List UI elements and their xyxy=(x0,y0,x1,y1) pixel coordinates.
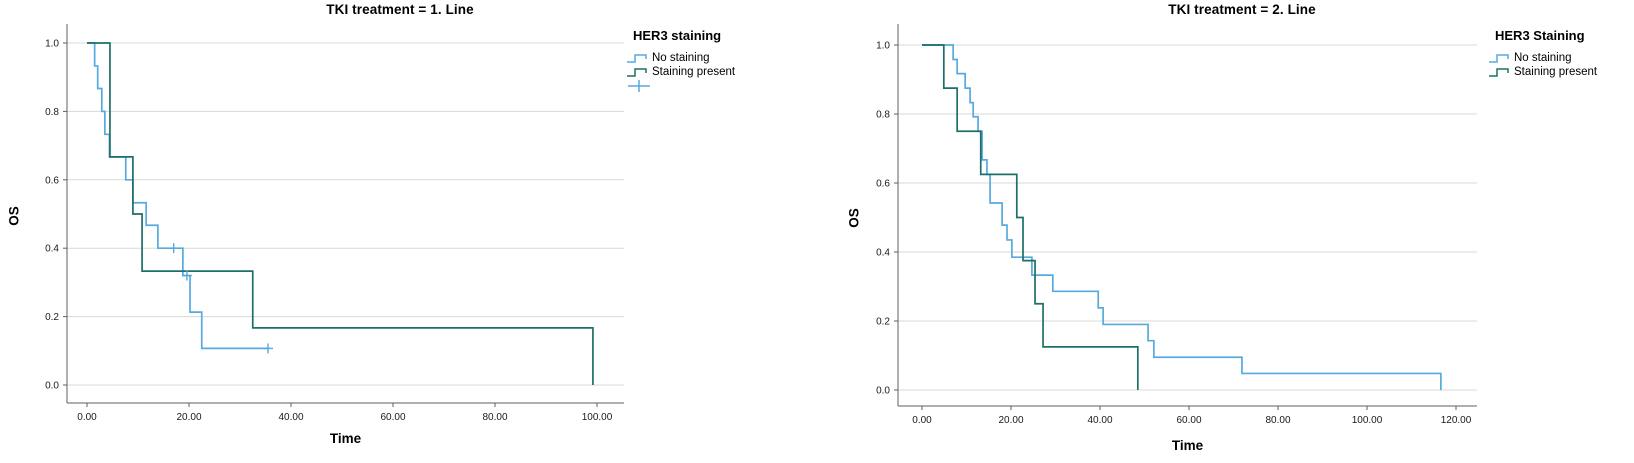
svg-text:120.00: 120.00 xyxy=(1441,415,1472,426)
svg-text:80.00: 80.00 xyxy=(482,412,507,423)
legend-items: No staining Staining present xyxy=(626,51,796,93)
x-axis-label: Time xyxy=(329,431,362,446)
x-axis-label: Time xyxy=(1171,438,1204,453)
legend: HER3 Staining No staining Staining presen… xyxy=(1488,28,1634,79)
legend-entry-no-staining: No staining xyxy=(626,51,796,65)
svg-text:0.2: 0.2 xyxy=(876,317,890,328)
legend: HER3 staining No staining Staining presen… xyxy=(626,28,796,93)
svg-text:1.0: 1.0 xyxy=(45,39,59,50)
legend-entry-staining-present: Staining present xyxy=(626,65,796,79)
legend-title: HER3 Staining xyxy=(1495,28,1585,43)
step-line-icon xyxy=(627,54,647,63)
svg-text:0.2: 0.2 xyxy=(45,312,59,323)
svg-text:20.00: 20.00 xyxy=(176,412,201,423)
svg-text:0.6: 0.6 xyxy=(45,175,59,186)
y-axis-label: OS xyxy=(846,208,862,228)
svg-text:80.00: 80.00 xyxy=(1265,415,1290,426)
svg-text:40.00: 40.00 xyxy=(1087,415,1112,426)
km-figure-second-line: 0.0 0.2 0.4 0.6 0.8 1.0 0.00 20.00 40.00 60.00 80.… xyxy=(846,0,1634,463)
legend-entry-label: No staining xyxy=(1514,52,1572,64)
step-line-icon xyxy=(627,68,647,77)
km-plot-second-line: 0.0 0.2 0.4 0.6 0.8 1.0 0.00 20.00 40.00 60.00 80.… xyxy=(876,24,1477,426)
chart-title: TKI treatment = 1. Line xyxy=(326,2,474,17)
legend-entry-label: No staining xyxy=(652,52,710,64)
legend-entry-label: Staining present xyxy=(1514,66,1598,78)
legend-items: No staining Staining present xyxy=(1488,51,1634,79)
legend-entry-label: Staining present xyxy=(652,66,736,78)
legend-entry-censored xyxy=(626,79,796,93)
svg-text:40.00: 40.00 xyxy=(278,412,303,423)
step-line-icon xyxy=(1489,68,1509,77)
y-axis-label: OS xyxy=(6,206,22,226)
svg-text:0.8: 0.8 xyxy=(45,107,59,118)
svg-text:1.0: 1.0 xyxy=(876,41,890,52)
svg-text:60.00: 60.00 xyxy=(380,412,405,423)
censor-plus-icon xyxy=(628,80,650,92)
km-plot-first-line: 0.0 0.2 0.4 0.6 0.8 1.0 0.00 20.00 40.00 60.00 80.… xyxy=(45,24,624,423)
step-line-icon xyxy=(1489,54,1509,63)
svg-text:100.00: 100.00 xyxy=(1352,415,1383,426)
svg-text:0.8: 0.8 xyxy=(876,110,890,121)
svg-text:0.6: 0.6 xyxy=(876,179,890,190)
chart-title: TKI treatment = 2. Line xyxy=(1168,2,1316,17)
svg-text:20.00: 20.00 xyxy=(998,415,1023,426)
svg-text:60.00: 60.00 xyxy=(1176,415,1201,426)
svg-text:0.4: 0.4 xyxy=(876,248,890,259)
km-figure-first-line: 0.0 0.2 0.4 0.6 0.8 1.0 0.00 20.00 40.00 60.00 80.… xyxy=(0,0,800,463)
svg-text:0.0: 0.0 xyxy=(876,386,890,397)
svg-text:0.0: 0.0 xyxy=(45,381,59,392)
legend-entry-no-staining: No staining xyxy=(1488,51,1634,65)
legend-entry-staining-present: Staining present xyxy=(1488,65,1634,79)
svg-text:0.00: 0.00 xyxy=(77,412,97,423)
svg-text:0.00: 0.00 xyxy=(912,415,932,426)
svg-text:100.00: 100.00 xyxy=(582,412,613,423)
svg-text:0.4: 0.4 xyxy=(45,244,59,255)
legend-title: HER3 staining xyxy=(633,28,722,43)
